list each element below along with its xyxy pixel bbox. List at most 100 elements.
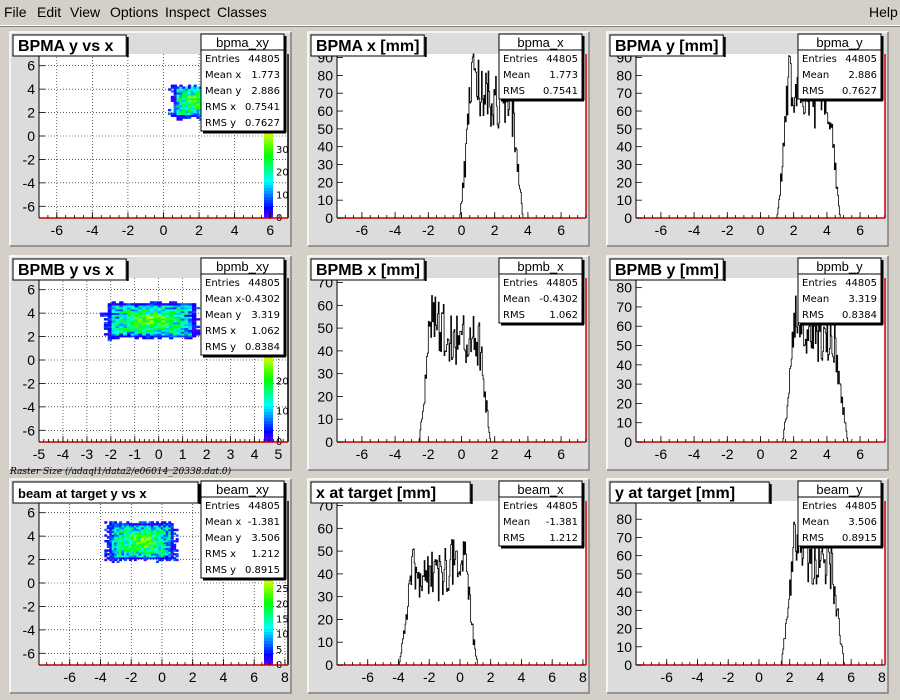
y-tick-label: 10: [616, 192, 632, 208]
heatmap-cell: [155, 541, 159, 545]
heatmap-cell: [158, 523, 162, 526]
heatmap-cell: [119, 540, 123, 543]
heatmap-cell: [126, 556, 130, 560]
heatmap-cell: [188, 305, 193, 308]
heatmap-cell: [193, 101, 197, 104]
menu-inspect[interactable]: Inspect: [165, 4, 211, 20]
stats-key: RMS: [802, 533, 824, 544]
palette-swatch: [264, 646, 273, 651]
heatmap-cell: [169, 329, 174, 332]
heatmap-cell: [191, 333, 197, 336]
heatmap-cell: [111, 308, 116, 312]
heatmap-cell: [130, 320, 136, 323]
heatmap-cell: [182, 114, 186, 117]
heatmap-cell: [138, 555, 142, 558]
heatmap-cell: [161, 321, 166, 325]
heatmap-cell: [111, 316, 116, 319]
heatmap-cell: [138, 540, 142, 543]
heatmap-cell: [173, 88, 177, 91]
heatmap-cell: [160, 521, 164, 524]
menu-file[interactable]: File: [4, 4, 27, 20]
heatmap-cell: [138, 335, 143, 338]
heatmap-cell: [168, 523, 172, 526]
pad-bevel-dark: [308, 256, 590, 471]
y-tick-label: 40: [616, 357, 632, 373]
heatmap-cell: [161, 303, 166, 306]
heatmap-cell: [126, 335, 132, 338]
heatmap-cell: [173, 110, 177, 114]
heatmap-cell: [172, 305, 178, 308]
heatmap-cell: [179, 112, 183, 116]
x-tick-label: 2: [195, 222, 203, 238]
menu-edit[interactable]: Edit: [37, 4, 62, 20]
heatmap-cell: [179, 92, 183, 95]
heatmap-cell: [123, 331, 128, 334]
heatmap-cell: [175, 538, 179, 541]
heatmap-cell: [114, 556, 118, 560]
heatmap-cell: [107, 327, 113, 330]
heatmap-cell: [136, 545, 140, 549]
heatmap-cell: [119, 327, 124, 330]
heatmap-cell: [153, 549, 157, 552]
heatmap-cell: [138, 549, 142, 552]
x-tick-label: -6: [655, 222, 668, 238]
menu-classes[interactable]: Classes: [217, 4, 267, 20]
y-tick-label: 30: [616, 602, 632, 618]
heatmap-cell: [146, 528, 150, 532]
stats-key: RMS: [802, 310, 824, 321]
heatmap-cell: [160, 543, 164, 547]
heatmap-cell: [148, 525, 152, 528]
palette-swatch: [264, 187, 273, 191]
heatmap-cell: [126, 310, 132, 314]
heatmap-cell: [196, 114, 200, 117]
heatmap-cell: [115, 333, 120, 336]
heatmap-cell: [126, 534, 130, 537]
heatmap-cell: [121, 541, 125, 545]
heatmap-cell: [114, 534, 118, 537]
x-tick-label: 0: [155, 446, 163, 462]
heatmap-cell: [184, 335, 189, 338]
heatmap-cell: [191, 312, 197, 315]
heatmap-cell: [160, 534, 164, 537]
heatmap-cell: [173, 92, 177, 95]
heatmap-cell: [153, 321, 159, 325]
heatmap-cell: [119, 525, 123, 528]
stats-value: 1.212: [251, 549, 280, 560]
heatmap-cell: [123, 320, 128, 323]
heatmap-cell: [165, 310, 170, 314]
heatmap-cell: [141, 547, 145, 550]
heatmap-cell: [182, 88, 186, 91]
heatmap-cell: [180, 318, 185, 321]
heatmap-cell: [146, 534, 150, 537]
heatmap-cell: [148, 536, 152, 539]
heatmap-cell: [160, 523, 164, 526]
heatmap-cell: [107, 303, 113, 306]
menu-options[interactable]: Options: [110, 4, 159, 20]
heatmap-cell: [103, 333, 109, 336]
heatmap-cell: [115, 314, 120, 317]
palette-swatch: [264, 643, 273, 648]
menu-view[interactable]: View: [70, 4, 101, 20]
heatmap-cell: [116, 549, 120, 552]
heatmap-cell: [187, 92, 192, 95]
palette-swatch: [264, 148, 273, 152]
heatmap-cell: [193, 107, 197, 110]
heatmap-cell: [173, 549, 177, 552]
heatmap-cell: [106, 525, 110, 528]
menu-help[interactable]: Help: [869, 4, 898, 20]
heatmap-cell: [188, 331, 193, 334]
heatmap-cell: [173, 558, 177, 562]
heatmap-cell: [107, 310, 113, 314]
heatmap-cell: [146, 318, 151, 321]
heatmap-cell: [111, 528, 115, 532]
